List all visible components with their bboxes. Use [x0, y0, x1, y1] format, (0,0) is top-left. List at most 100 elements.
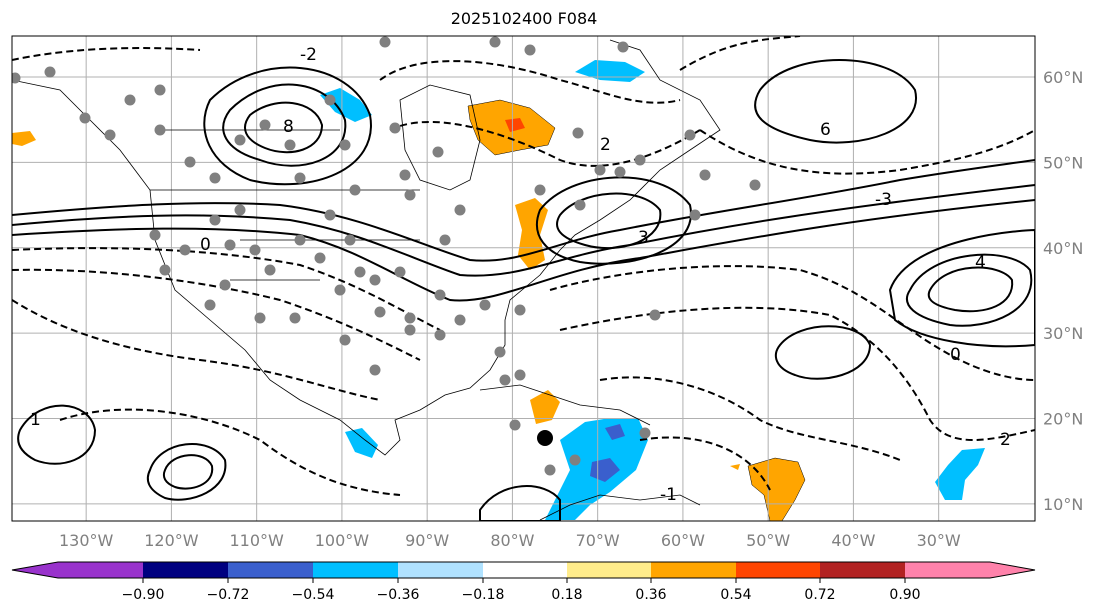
- station-dot: [349, 184, 361, 196]
- colorbar-segment: [567, 562, 651, 578]
- lon-tick-label: 60°W: [661, 531, 705, 550]
- lon-tick-label: 110°W: [229, 531, 284, 550]
- colorbar-tick-label: 0.90: [889, 587, 920, 603]
- lat-tick-label: 50°N: [1043, 153, 1083, 172]
- lon-tick-label: 100°W: [315, 531, 370, 550]
- colorbar-extend-max: [990, 562, 1035, 578]
- shade-orange: [530, 390, 560, 424]
- station-dot: [369, 274, 381, 286]
- station-dot: [259, 119, 271, 131]
- contour-labels: 0 2 4 6 8 -2 -3 3 1 -1 0 2: [30, 45, 1011, 505]
- station-dot: [509, 419, 521, 431]
- contour-label: 0: [200, 235, 211, 255]
- colorbar-tick-label: −0.72: [207, 587, 250, 603]
- axis-ticks: 130°W 120°W 110°W 100°W 90°W 80°W 70°W 60°W 50°W…: [59, 68, 1083, 550]
- contour-label: 6: [820, 120, 831, 140]
- colorbar-tick-label: −0.90: [122, 587, 165, 603]
- station-dot: [209, 214, 221, 226]
- station-dot: [334, 284, 346, 296]
- station-dot: [264, 264, 276, 276]
- station-dot: [434, 289, 446, 301]
- station-dot: [614, 166, 626, 178]
- shade-blue: [575, 60, 645, 82]
- contour-label: -3: [875, 190, 892, 210]
- storm-marker: [537, 430, 553, 446]
- station-dot: [354, 266, 366, 278]
- station-dot: [514, 304, 526, 316]
- colorbar-tick-label: 0.72: [804, 587, 835, 603]
- station-dot: [254, 312, 266, 324]
- station-dot: [639, 427, 651, 439]
- shaded-anomalies: [12, 60, 985, 521]
- station-dot: [594, 164, 606, 176]
- station-dot: [749, 179, 761, 191]
- station-dot: [379, 36, 391, 48]
- station-dot: [389, 122, 401, 134]
- station-dot: [154, 124, 166, 136]
- station-dot: [149, 229, 161, 241]
- colorbar-tick-label: 0.36: [635, 587, 666, 603]
- colorbar-tick-label: −0.54: [292, 587, 335, 603]
- lon-tick-label: 30°W: [917, 531, 961, 550]
- station-dot: [572, 127, 584, 139]
- station-dot: [184, 156, 196, 168]
- station-dot: [699, 169, 711, 181]
- contour-label: 2: [1000, 430, 1011, 450]
- station-dot: [454, 314, 466, 326]
- station-dot: [234, 134, 246, 146]
- station-dot: [569, 454, 581, 466]
- station-dot: [499, 374, 511, 386]
- station-dot: [394, 266, 406, 278]
- station-dot: [574, 199, 586, 211]
- station-dot: [369, 364, 381, 376]
- colorbar-segment: [651, 562, 736, 578]
- contour-label: 2: [600, 135, 611, 155]
- lat-tick-label: 20°N: [1043, 410, 1083, 429]
- contours: [12, 36, 1035, 521]
- station-dot: [432, 146, 444, 158]
- station-dot: [324, 94, 336, 106]
- station-dot: [634, 154, 646, 166]
- shade-darkblue: [605, 424, 625, 440]
- station-dot: [524, 44, 536, 56]
- colorbar-segment: [820, 562, 905, 578]
- station-dot: [404, 324, 416, 336]
- colorbar: −0.90 −0.72 −0.54 −0.36 −0.18 0.18 0.36 0.54 0.7…: [11, 561, 1036, 603]
- station-dot: [219, 279, 231, 291]
- station-dot: [204, 299, 216, 311]
- station-dot: [124, 94, 136, 106]
- contour-label: -1: [660, 485, 677, 505]
- station-dot: [324, 209, 336, 221]
- colorbar-tick-label: −0.18: [462, 587, 505, 603]
- station-dot: [617, 41, 629, 53]
- shade-red: [505, 118, 525, 132]
- colorbar-segment: [398, 562, 483, 578]
- colorbar-tick-label: 0.54: [720, 587, 751, 603]
- station-dot: [284, 139, 296, 151]
- lon-tick-label: 40°W: [831, 531, 875, 550]
- station-dot: [224, 239, 236, 251]
- station-dot: [479, 299, 491, 311]
- lon-tick-label: 50°W: [746, 531, 790, 550]
- station-dot: [159, 264, 171, 276]
- station-dot: [454, 204, 466, 216]
- station-dot: [374, 306, 386, 318]
- colorbar-tick-label: 0.18: [551, 587, 582, 603]
- station-dot: [534, 184, 546, 196]
- station-dot: [649, 309, 661, 321]
- shade-orange: [747, 457, 806, 521]
- colorbar-segment: [228, 562, 313, 578]
- station-dot: [404, 312, 416, 324]
- contour-label: 8: [283, 117, 294, 137]
- station-dot: [79, 112, 91, 124]
- station-dot: [404, 189, 416, 201]
- station-dot: [314, 252, 326, 264]
- map-title: 2025102400 F084: [450, 9, 598, 28]
- station-dot: [44, 66, 56, 78]
- colorbar-segment: [905, 562, 990, 578]
- contour-label: -2: [300, 45, 317, 65]
- colorbar-segment: [736, 562, 820, 578]
- lon-tick-label: 80°W: [490, 531, 534, 550]
- lon-tick-label: 120°W: [144, 531, 199, 550]
- map-frame: [11, 35, 1036, 522]
